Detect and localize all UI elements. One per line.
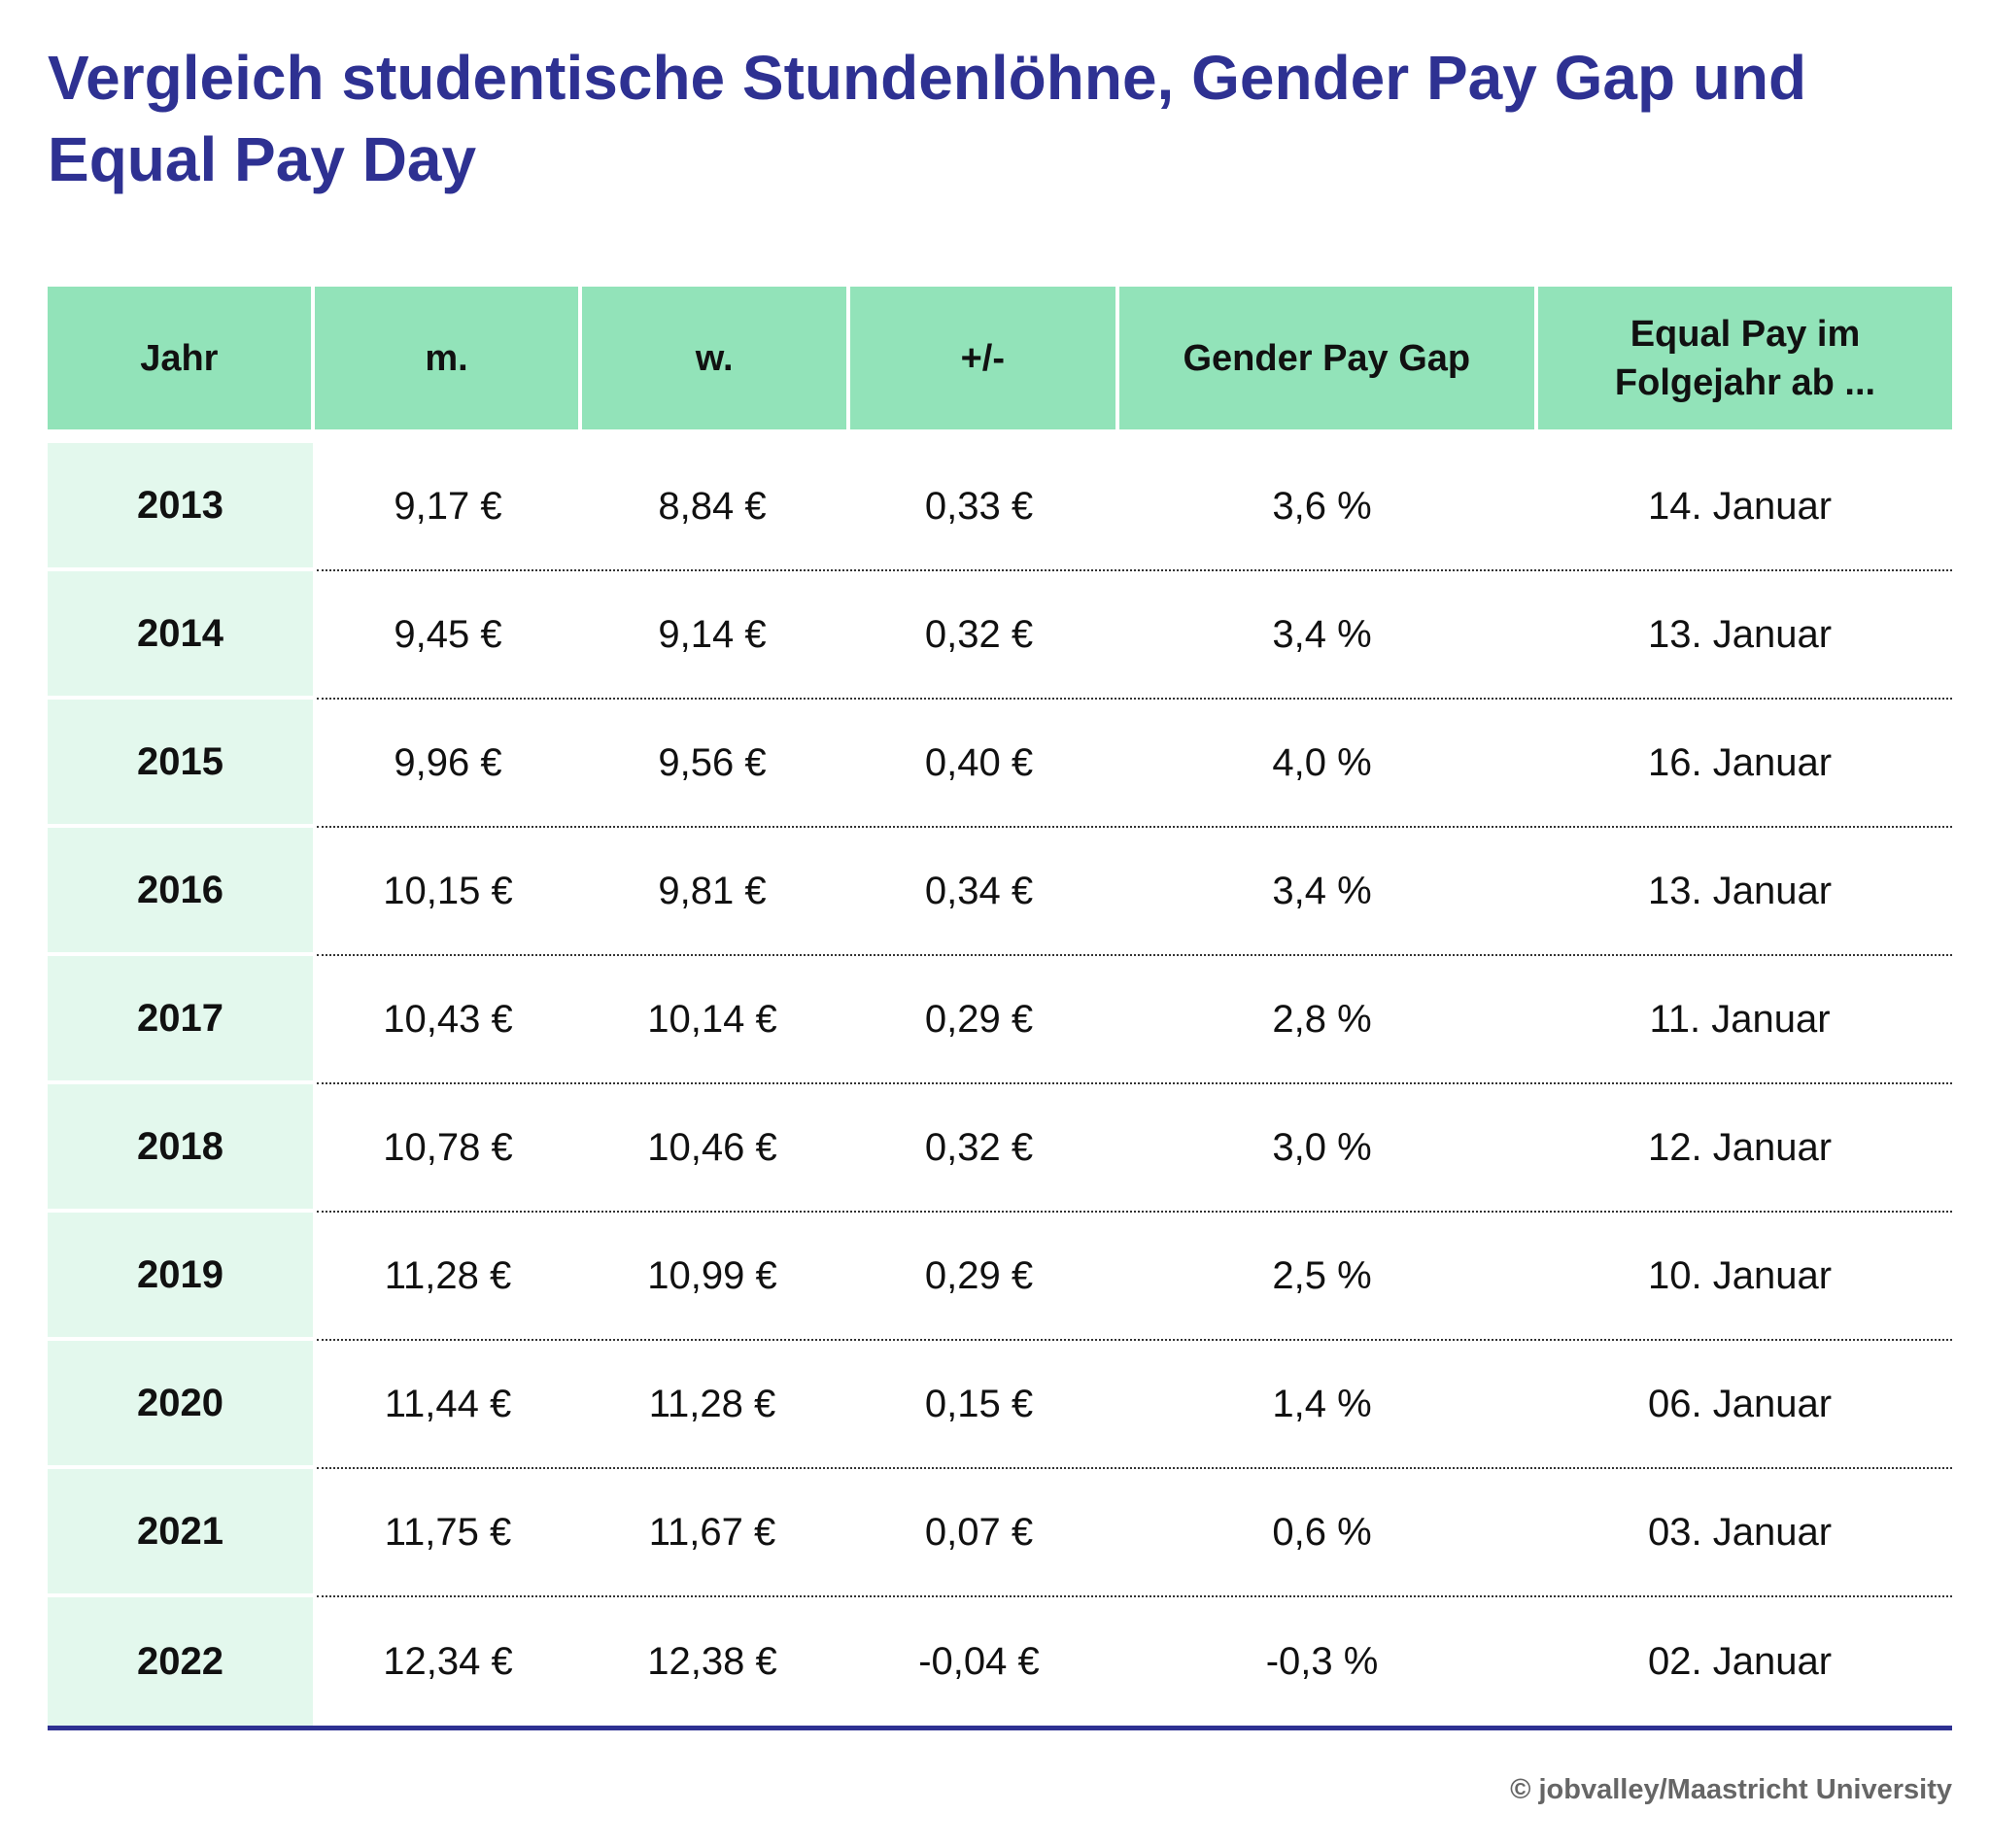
- cell-gender-pay-gap: 1,4 %: [1272, 1382, 1372, 1425]
- table-row: 2017 10,43 € 10,14 € 0,29 € 2,8 % 11. Januar: [48, 956, 1952, 1084]
- cell-male-wage: 11,28 €: [384, 1253, 512, 1297]
- cell-equal-pay-day: 02. Januar: [1647, 1639, 1833, 1683]
- table-row: 2022 12,34 € 12,38 € -0,04 € -0,3 % 02. Janua…: [48, 1597, 1952, 1726]
- table-row: 2014 9,45 € 9,14 € 0,32 € 3,4 % 13. Januar: [48, 571, 1952, 700]
- header-female: w.: [582, 287, 846, 429]
- header-equal-pay-day: Equal Pay im Folgejahr ab ...: [1537, 287, 1952, 429]
- cell-male-wage: 10,43 €: [383, 997, 513, 1041]
- header-male: m.: [314, 287, 579, 429]
- cell-male-wage: 10,78 €: [383, 1125, 513, 1169]
- copyright-credit: © jobvalley/Maastricht University: [1510, 1774, 1952, 1805]
- table-row: 2018 10,78 € 10,46 € 0,32 € 3,0 % 12. Januar: [48, 1084, 1952, 1213]
- cell-gender-pay-gap: 3,4 %: [1272, 869, 1372, 912]
- cell-female-wage: 10,99 €: [647, 1253, 777, 1297]
- cell-female-wage: 8,84 €: [658, 484, 767, 528]
- cell-female-wage: 10,46 €: [647, 1125, 777, 1169]
- header-gender-pay-gap: Gender Pay Gap: [1118, 287, 1534, 429]
- cell-difference: 0,32 €: [924, 1125, 1034, 1169]
- cell-female-wage: 11,28 €: [648, 1382, 776, 1425]
- cell-difference: -0,04 €: [918, 1639, 1040, 1683]
- table-body: 2013 9,17 €8,84 €0,33 €3,6 % 14. Januar 201…: [48, 443, 1952, 1730]
- cell-year: 2013: [48, 443, 313, 571]
- cell-year: 2014: [48, 571, 313, 700]
- table-row: 2015 9,96 € 9,56 € 0,40 € 4,0 % 16. Januar: [48, 700, 1952, 828]
- table-row: 2013 9,17 € 8,84 € 0,33 € 3,6 % 14. Januar: [48, 443, 1952, 571]
- cell-difference: 0,34 €: [924, 869, 1034, 912]
- cell-gender-pay-gap: 3,4 %: [1272, 612, 1372, 656]
- cell-gender-pay-gap: 4,0 %: [1272, 740, 1372, 784]
- cell-gender-pay-gap: 0,6 %: [1272, 1510, 1372, 1554]
- table-row: 2020 11,44 € 11,28 € 0,15 € 1,4 % 06. Januar: [48, 1341, 1952, 1469]
- cell-female-wage: 9,14 €: [658, 612, 767, 656]
- cell-difference: 0,29 €: [924, 997, 1034, 1041]
- cell-equal-pay-day: 16. Januar: [1647, 740, 1833, 784]
- cell-male-wage: 10,15 €: [383, 869, 513, 912]
- cell-female-wage: 11,67 €: [648, 1510, 776, 1554]
- cell-equal-pay-day: 10. Januar: [1647, 1253, 1833, 1297]
- cell-female-wage: 10,14 €: [647, 997, 777, 1041]
- table-row: 2016 10,15 € 9,81 € 0,34 € 3,4 % 13. Januar: [48, 828, 1952, 956]
- cell-equal-pay-day: 14. Januar: [1647, 484, 1833, 528]
- cell-equal-pay-day: 11. Januar: [1649, 997, 1831, 1041]
- cell-year: 2017: [48, 956, 313, 1084]
- cell-male-wage: 9,45 €: [394, 612, 502, 656]
- header-difference: +/-: [849, 287, 1115, 429]
- cell-equal-pay-day: 13. Januar: [1647, 869, 1833, 912]
- cell-year: 2015: [48, 700, 313, 828]
- cell-female-wage: 12,38 €: [647, 1639, 777, 1683]
- cell-year: 2016: [48, 828, 313, 956]
- cell-equal-pay-day: 12. Januar: [1647, 1125, 1833, 1169]
- cell-year: 2018: [48, 1084, 313, 1213]
- cell-gender-pay-gap: 2,8 %: [1272, 997, 1372, 1041]
- cell-female-wage: 9,56 €: [658, 740, 767, 784]
- cell-male-wage: 9,96 €: [394, 740, 502, 784]
- header-year: Jahr: [48, 287, 311, 429]
- cell-male-wage: 12,34 €: [383, 1639, 513, 1683]
- cell-equal-pay-day: 13. Januar: [1647, 612, 1833, 656]
- cell-difference: 0,15 €: [924, 1382, 1034, 1425]
- cell-difference: 0,29 €: [924, 1253, 1034, 1297]
- cell-equal-pay-day: 03. Januar: [1647, 1510, 1833, 1554]
- cell-male-wage: 11,75 €: [384, 1510, 512, 1554]
- cell-gender-pay-gap: 3,0 %: [1272, 1125, 1372, 1169]
- page-title: Vergleich studentische Stundenlöhne, Gen…: [48, 43, 1807, 194]
- cell-male-wage: 9,17 €: [394, 484, 502, 528]
- cell-gender-pay-gap: 3,6 %: [1272, 484, 1372, 528]
- cell-female-wage: 9,81 €: [658, 869, 767, 912]
- cell-gender-pay-gap: -0,3 %: [1265, 1639, 1379, 1683]
- cell-year: 2020: [48, 1341, 313, 1469]
- wage-comparison-table: Jahr m. w. +/- Gender Pay Gap Equal Pay …: [48, 287, 1952, 1730]
- cell-difference: 0,32 €: [924, 612, 1034, 656]
- cell-year: 2022: [48, 1597, 313, 1726]
- cell-difference: 0,33 €: [924, 484, 1034, 528]
- table-row: 2021 11,75 € 11,67 € 0,07 € 0,6 % 03. Januar: [48, 1469, 1952, 1597]
- cell-year: 2021: [48, 1469, 313, 1597]
- cell-equal-pay-day: 06. Januar: [1647, 1382, 1833, 1425]
- table-row: 2019 11,28 € 10,99 € 0,29 € 2,5 % 10. Januar: [48, 1213, 1952, 1341]
- cell-difference: 0,40 €: [924, 740, 1034, 784]
- cell-male-wage: 11,44 €: [384, 1382, 512, 1425]
- table-header: Jahr m. w. +/- Gender Pay Gap Equal Pay …: [48, 287, 1952, 429]
- cell-difference: 0,07 €: [924, 1510, 1034, 1554]
- cell-year: 2019: [48, 1213, 313, 1341]
- cell-gender-pay-gap: 2,5 %: [1272, 1253, 1372, 1297]
